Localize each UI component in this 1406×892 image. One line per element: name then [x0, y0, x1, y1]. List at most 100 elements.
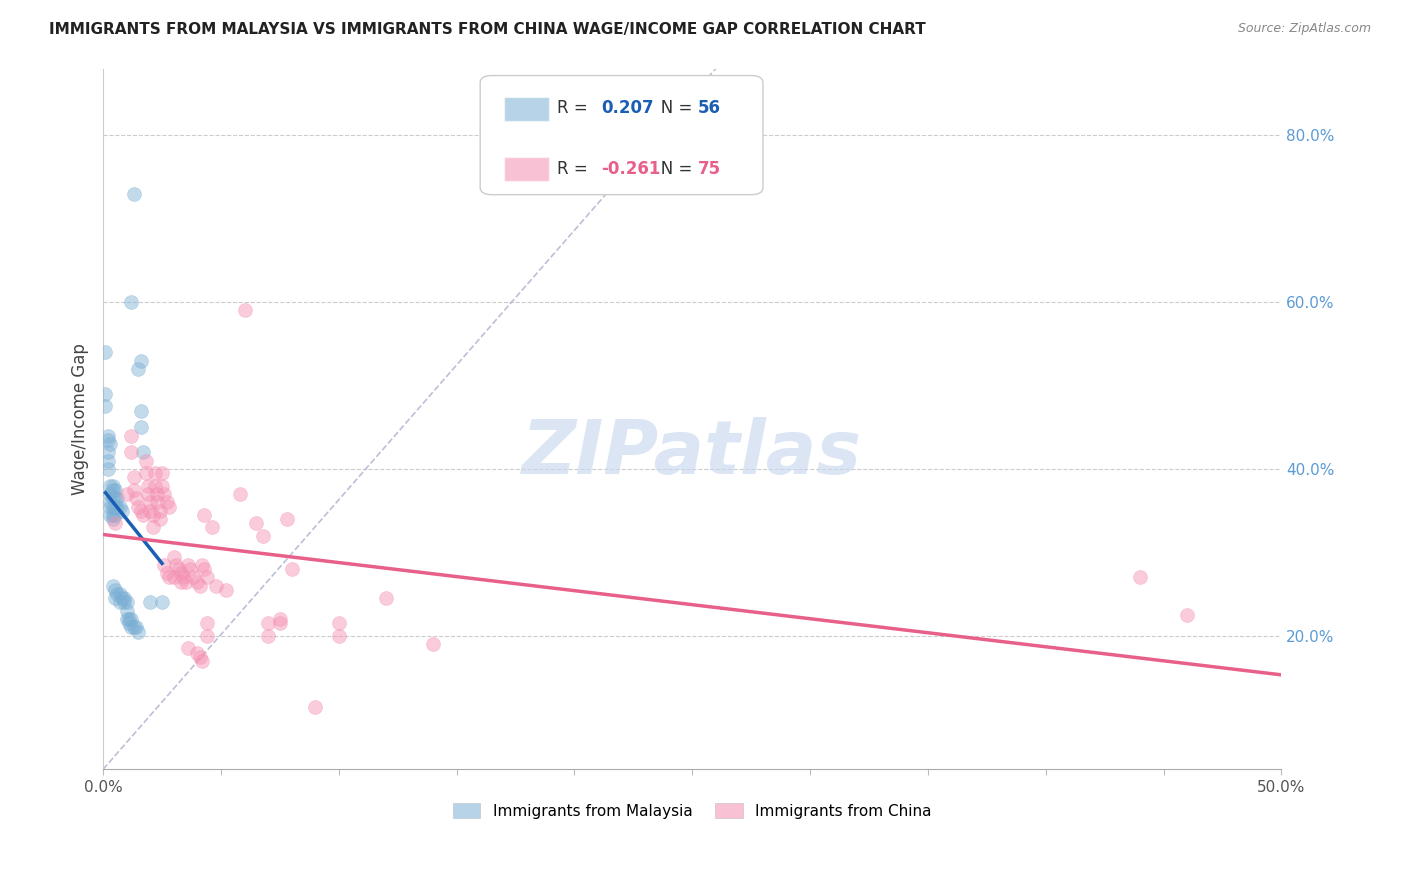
Point — [105, 587, 128, 601]
Point — [112, 591, 135, 606]
Point — [157, 570, 180, 584]
Point — [143, 478, 166, 492]
Point — [186, 574, 208, 589]
Point — [167, 562, 190, 576]
Point — [229, 487, 252, 501]
Point — [129, 420, 152, 434]
Point — [105, 491, 128, 505]
Point — [118, 612, 141, 626]
Point — [422, 637, 444, 651]
Point — [233, 303, 256, 318]
Point — [101, 500, 124, 514]
Point — [98, 487, 121, 501]
Point — [129, 353, 152, 368]
Text: R =: R = — [557, 100, 593, 118]
Point — [153, 487, 176, 501]
Text: 56: 56 — [699, 100, 721, 118]
Point — [104, 516, 127, 531]
Point — [257, 629, 280, 643]
Point — [127, 500, 149, 514]
Point — [163, 549, 186, 564]
Point — [94, 387, 117, 401]
Point — [115, 612, 138, 626]
Point — [153, 558, 176, 572]
Text: IMMIGRANTS FROM MALAYSIA VS IMMIGRANTS FROM CHINA WAGE/INCOME GAP CORRELATION CH: IMMIGRANTS FROM MALAYSIA VS IMMIGRANTS F… — [49, 22, 927, 37]
Point — [118, 616, 141, 631]
Point — [112, 595, 135, 609]
Point — [174, 574, 197, 589]
Point — [122, 620, 145, 634]
Point — [97, 433, 120, 447]
Point — [150, 595, 173, 609]
Point — [172, 570, 194, 584]
Point — [142, 508, 165, 522]
Point — [120, 620, 142, 634]
Point — [157, 500, 180, 514]
Point — [98, 437, 121, 451]
Text: 75: 75 — [699, 160, 721, 178]
Point — [374, 591, 396, 606]
Point — [101, 491, 124, 505]
Text: N =: N = — [645, 160, 697, 178]
Point — [245, 516, 267, 531]
FancyBboxPatch shape — [503, 157, 548, 181]
Point — [195, 570, 218, 584]
Point — [1129, 570, 1152, 584]
Point — [115, 595, 138, 609]
Point — [98, 495, 121, 509]
Point — [139, 504, 162, 518]
Point — [328, 629, 350, 643]
Point — [125, 620, 148, 634]
Point — [127, 362, 149, 376]
Point — [104, 582, 127, 597]
Point — [101, 478, 124, 492]
Point — [146, 487, 169, 501]
Point — [177, 641, 200, 656]
Point — [125, 491, 148, 505]
Point — [135, 466, 157, 480]
Point — [142, 520, 165, 534]
Point — [122, 470, 145, 484]
Point — [205, 579, 228, 593]
Point — [191, 654, 214, 668]
Point — [94, 400, 117, 414]
Point — [108, 595, 131, 609]
Point — [104, 483, 127, 497]
Point — [98, 478, 121, 492]
Point — [105, 500, 128, 514]
Point — [215, 582, 238, 597]
Point — [101, 579, 124, 593]
Point — [328, 616, 350, 631]
Text: ZIPatlas: ZIPatlas — [522, 417, 862, 491]
Text: R =: R = — [557, 160, 593, 178]
Text: 0.207: 0.207 — [602, 100, 654, 118]
Point — [120, 445, 142, 459]
Point — [129, 504, 152, 518]
Point — [136, 487, 159, 501]
Point — [149, 512, 172, 526]
Y-axis label: Wage/Income Gap: Wage/Income Gap — [72, 343, 89, 495]
Point — [276, 512, 298, 526]
Point — [101, 483, 124, 497]
Point — [188, 649, 211, 664]
Point — [257, 616, 280, 631]
Point — [101, 508, 124, 522]
Point — [97, 428, 120, 442]
Point — [149, 504, 172, 518]
Point — [98, 500, 121, 514]
Point — [120, 428, 142, 442]
Point — [146, 495, 169, 509]
Point — [193, 508, 215, 522]
Point — [104, 591, 127, 606]
Point — [269, 616, 291, 631]
Point — [98, 508, 121, 522]
Point — [120, 295, 142, 310]
Point — [108, 500, 131, 514]
Point — [163, 570, 186, 584]
Point — [195, 616, 218, 631]
Point — [170, 574, 193, 589]
Text: Source: ZipAtlas.com: Source: ZipAtlas.com — [1237, 22, 1371, 36]
Point — [120, 612, 142, 626]
Point — [195, 629, 218, 643]
Point — [269, 612, 291, 626]
